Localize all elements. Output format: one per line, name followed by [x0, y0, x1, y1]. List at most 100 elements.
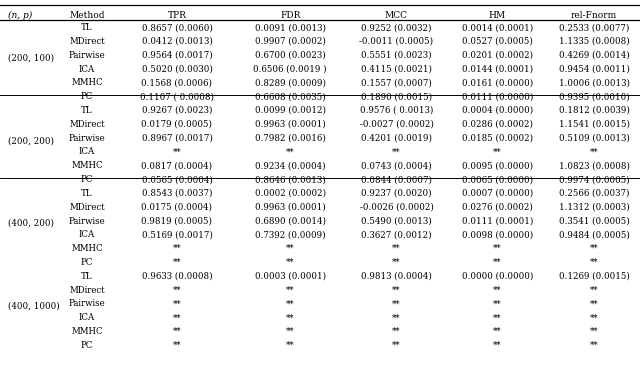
- Text: (400, 200): (400, 200): [8, 219, 54, 228]
- Text: 0.7982 (0.0016): 0.7982 (0.0016): [255, 134, 326, 142]
- Text: 0.9819 (0.0005): 0.9819 (0.0005): [141, 216, 212, 226]
- Text: 0.5551 (0.0023): 0.5551 (0.0023): [361, 51, 432, 60]
- Text: 0.0161 (0.0000): 0.0161 (0.0000): [461, 78, 533, 87]
- Text: 0.9963 (0.0001): 0.9963 (0.0001): [255, 203, 326, 212]
- Text: **: **: [173, 258, 181, 267]
- Text: -0.0011 (0.0005): -0.0011 (0.0005): [360, 37, 433, 46]
- Text: **: **: [493, 341, 502, 350]
- Text: 0.9576 ( 0.0013): 0.9576 ( 0.0013): [360, 106, 433, 115]
- Text: 0.6608 (0.0035): 0.6608 (0.0035): [255, 92, 326, 101]
- Text: **: **: [286, 313, 294, 322]
- Text: 0.0095 (0.0000): 0.0095 (0.0000): [461, 161, 533, 170]
- Text: **: **: [286, 341, 294, 350]
- Text: **: **: [173, 327, 181, 336]
- Text: **: **: [286, 258, 294, 267]
- Text: **: **: [590, 341, 598, 350]
- Text: **: **: [392, 313, 401, 322]
- Text: 0.9974 (0.0005): 0.9974 (0.0005): [559, 175, 630, 184]
- Text: 0.0007 (0.0000): 0.0007 (0.0000): [461, 189, 533, 198]
- Text: 0.1557 (0.0007): 0.1557 (0.0007): [361, 78, 432, 87]
- Text: 0.7392 (0.0009): 0.7392 (0.0009): [255, 231, 326, 239]
- Text: 0.9454 (0.0011): 0.9454 (0.0011): [559, 64, 630, 74]
- Text: MMHC: MMHC: [71, 161, 103, 170]
- Text: **: **: [590, 299, 598, 309]
- Text: 0.0099 (0.0012): 0.0099 (0.0012): [255, 106, 326, 115]
- Text: 0.5020 (0.0030): 0.5020 (0.0030): [141, 64, 212, 74]
- Text: **: **: [493, 286, 502, 295]
- Text: MDirect: MDirect: [69, 203, 105, 212]
- Text: 0.4201 (0.0019): 0.4201 (0.0019): [361, 134, 432, 142]
- Text: 0.9963 (0.0001): 0.9963 (0.0001): [255, 120, 326, 129]
- Text: 0.9237 (0.0020): 0.9237 (0.0020): [361, 189, 432, 198]
- Text: **: **: [493, 148, 502, 157]
- Text: 0.0276 (0.0002): 0.0276 (0.0002): [462, 203, 532, 212]
- Text: **: **: [493, 299, 502, 309]
- Text: **: **: [392, 327, 401, 336]
- Text: ICA: ICA: [79, 148, 95, 157]
- Text: 0.9907 (0.0002): 0.9907 (0.0002): [255, 37, 326, 46]
- Text: 0.5490 (0.0013): 0.5490 (0.0013): [361, 216, 432, 226]
- Text: 0.8289 (0.0009): 0.8289 (0.0009): [255, 78, 326, 87]
- Text: 0.0065 (0.0000): 0.0065 (0.0000): [461, 175, 533, 184]
- Text: 1.0006 (0.0013): 1.0006 (0.0013): [559, 78, 630, 87]
- Text: 0.4115 (0.0021): 0.4115 (0.0021): [361, 64, 432, 74]
- Text: MDirect: MDirect: [69, 120, 105, 129]
- Text: Method: Method: [69, 11, 105, 20]
- Text: 0.8646 (0.0013): 0.8646 (0.0013): [255, 175, 326, 184]
- Text: -0.0027 (0.0002): -0.0027 (0.0002): [360, 120, 433, 129]
- Text: 0.5109 (0.0013): 0.5109 (0.0013): [559, 134, 630, 142]
- Text: 0.9633 (0.0008): 0.9633 (0.0008): [141, 272, 212, 281]
- Text: PC: PC: [81, 258, 93, 267]
- Text: **: **: [493, 244, 502, 253]
- Text: 0.0743 (0.0004): 0.0743 (0.0004): [361, 161, 432, 170]
- Text: TPR: TPR: [168, 11, 186, 20]
- Text: 0.0527 (0.0005): 0.0527 (0.0005): [462, 37, 532, 46]
- Text: 0.8543 (0.0037): 0.8543 (0.0037): [141, 189, 212, 198]
- Text: **: **: [286, 299, 294, 309]
- Text: TL: TL: [81, 23, 93, 32]
- Text: FDR: FDR: [280, 11, 300, 20]
- Text: 0.8657 (0.0060): 0.8657 (0.0060): [141, 23, 212, 32]
- Text: **: **: [173, 299, 181, 309]
- Text: MMHC: MMHC: [71, 78, 103, 87]
- Text: 0.6506 (0.0019 ): 0.6506 (0.0019 ): [253, 64, 327, 74]
- Text: **: **: [392, 341, 401, 350]
- Text: **: **: [590, 327, 598, 336]
- Text: 0.0111 (0.0001): 0.0111 (0.0001): [461, 216, 533, 226]
- Text: 0.0185 (0.0002): 0.0185 (0.0002): [461, 134, 533, 142]
- Text: 0.0004 (0.0000): 0.0004 (0.0000): [461, 106, 533, 115]
- Text: 0.1269 (0.0015): 0.1269 (0.0015): [559, 272, 630, 281]
- Text: (400, 1000): (400, 1000): [8, 302, 60, 311]
- Text: 0.9234 (0.0004): 0.9234 (0.0004): [255, 161, 326, 170]
- Text: MMHC: MMHC: [71, 327, 103, 336]
- Text: Pairwise: Pairwise: [68, 51, 106, 60]
- Text: 0.3627 (0.0012): 0.3627 (0.0012): [361, 231, 432, 239]
- Text: 0.0091 (0.0013): 0.0091 (0.0013): [255, 23, 326, 32]
- Text: 0.9252 (0.0032): 0.9252 (0.0032): [361, 23, 432, 32]
- Text: 0.0014 (0.0001): 0.0014 (0.0001): [461, 23, 533, 32]
- Text: 1.0823 (0.0008): 1.0823 (0.0008): [559, 161, 630, 170]
- Text: 0.5169 (0.0017): 0.5169 (0.0017): [141, 231, 212, 239]
- Text: 1.1541 (0.0015): 1.1541 (0.0015): [559, 120, 630, 129]
- Text: ICA: ICA: [79, 64, 95, 74]
- Text: 0.0817 (0.0004): 0.0817 (0.0004): [141, 161, 212, 170]
- Text: 0.9267 (0.0023): 0.9267 (0.0023): [141, 106, 212, 115]
- Text: **: **: [173, 341, 181, 350]
- Text: 0.6700 (0.0023): 0.6700 (0.0023): [255, 51, 326, 60]
- Text: **: **: [392, 148, 401, 157]
- Text: PC: PC: [81, 92, 93, 101]
- Text: **: **: [173, 313, 181, 322]
- Text: 0.2566 (0.0037): 0.2566 (0.0037): [559, 189, 630, 198]
- Text: MDirect: MDirect: [69, 37, 105, 46]
- Text: 0.1568 (0.0006): 0.1568 (0.0006): [141, 78, 212, 87]
- Text: 0.2533 (0.0077): 0.2533 (0.0077): [559, 23, 629, 32]
- Text: 0.0844 (0.0007): 0.0844 (0.0007): [361, 175, 432, 184]
- Text: TL: TL: [81, 189, 93, 198]
- Text: **: **: [590, 244, 598, 253]
- Text: 0.9813 (0.0004): 0.9813 (0.0004): [361, 272, 432, 281]
- Text: **: **: [173, 244, 181, 253]
- Text: **: **: [493, 327, 502, 336]
- Text: **: **: [286, 244, 294, 253]
- Text: -0.0026 (0.0002): -0.0026 (0.0002): [360, 203, 433, 212]
- Text: (n, p): (n, p): [8, 11, 32, 20]
